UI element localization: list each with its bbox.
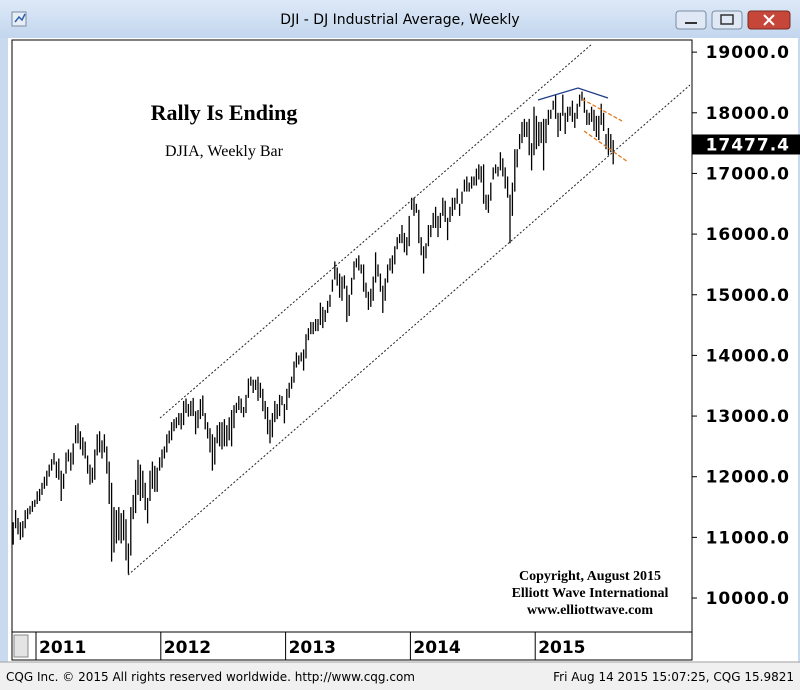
x-tick-label: 2015 bbox=[538, 638, 585, 658]
last-value-box bbox=[692, 134, 800, 155]
title-bar bbox=[0, 0, 800, 38]
plot-area bbox=[11, 39, 693, 633]
status-right: Fri Aug 14 2015 15:07:25, CQG 15.9821 bbox=[553, 670, 794, 684]
status-left: CQG Inc. © 2015 All rights reserved worl… bbox=[6, 670, 415, 684]
x-tick-label: 2014 bbox=[413, 638, 460, 658]
x-axis-strip bbox=[11, 631, 693, 661]
x-tick-label: 2013 bbox=[289, 638, 336, 658]
close-glyph bbox=[763, 14, 775, 26]
chart-subtitle: DJIA, Weekly Bar bbox=[165, 143, 284, 160]
annotation: Copyright, August 2015 bbox=[519, 569, 661, 584]
chart-title: Rally Is Ending bbox=[151, 100, 298, 125]
minimize-button[interactable] bbox=[675, 10, 707, 30]
window-title: DJI - DJ Industrial Average, Weekly bbox=[280, 12, 519, 28]
maximize-button[interactable] bbox=[711, 10, 743, 30]
down-channel-lower bbox=[583, 130, 629, 163]
y-tick-label: 14000.0 bbox=[706, 346, 790, 366]
app-icon bbox=[11, 11, 27, 27]
maximize-glyph bbox=[720, 14, 734, 25]
channel-lower bbox=[127, 84, 691, 576]
y-tick-label: 12000.0 bbox=[706, 468, 790, 488]
y-tick-label: 18000.0 bbox=[706, 104, 790, 124]
y-tick-label: 19000.0 bbox=[706, 43, 790, 63]
y-tick-label: 13000.0 bbox=[706, 407, 790, 427]
last-value-label: 17477.4 bbox=[706, 135, 790, 155]
scroll-box[interactable] bbox=[13, 634, 29, 658]
y-tick-label: 17000.0 bbox=[706, 164, 790, 184]
y-tick-label: 10000.0 bbox=[706, 589, 790, 609]
y-tick-label: 16000.0 bbox=[706, 225, 790, 245]
y-tick-label: 11000.0 bbox=[706, 528, 790, 548]
plot bbox=[12, 91, 614, 574]
x-tick-label: 2011 bbox=[39, 638, 86, 658]
annotation: www.elliottwave.com bbox=[527, 603, 653, 618]
status-bar bbox=[0, 662, 800, 690]
app-icon-glyph bbox=[14, 13, 26, 23]
channel-upper bbox=[159, 43, 593, 419]
peak-lines bbox=[537, 87, 609, 101]
down-channel-upper bbox=[581, 98, 623, 122]
x-tick-label: 2012 bbox=[164, 638, 211, 658]
annotation: Elliott Wave International bbox=[512, 586, 669, 601]
y-tick-label: 15000.0 bbox=[706, 286, 790, 306]
